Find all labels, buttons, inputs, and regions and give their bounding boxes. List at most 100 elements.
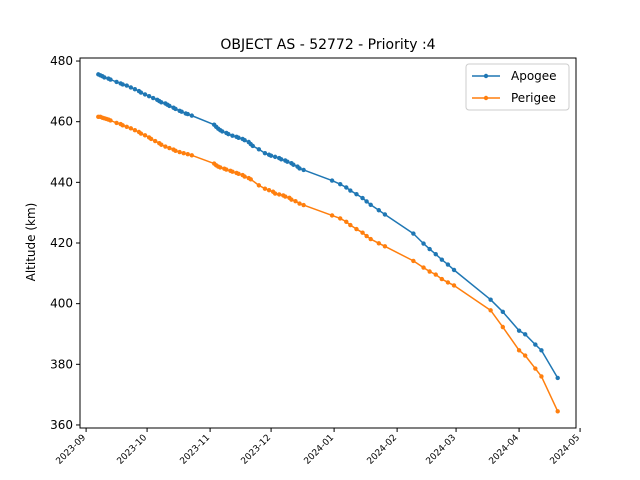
data-point-perigee-32 <box>218 165 223 170</box>
data-point-apogee-16 <box>150 95 156 101</box>
data-point-perigee-7 <box>114 120 119 126</box>
data-point-perigee-21 <box>163 144 168 149</box>
data-point-perigee-52 <box>289 197 294 202</box>
data-point-apogee-76 <box>488 297 493 302</box>
data-point-apogee-26 <box>179 109 184 114</box>
data-point-apogee-24 <box>173 106 178 112</box>
data-point-perigee-18 <box>153 138 158 144</box>
data-point-perigee-54 <box>297 201 302 206</box>
legend-label-apogee: Apogee <box>511 69 557 83</box>
y-tick-label-440: 440 <box>50 175 73 189</box>
data-point-apogee-51 <box>279 157 284 162</box>
data-point-apogee-29 <box>189 113 194 118</box>
data-point-perigee-12 <box>132 127 138 133</box>
data-point-apogee-64 <box>360 195 365 201</box>
data-point-apogee-67 <box>376 208 382 213</box>
data-point-perigee-58 <box>344 219 349 224</box>
y-tick-label-420: 420 <box>50 236 73 250</box>
data-point-apogee-66 <box>368 202 373 207</box>
y-tick-label-380: 380 <box>50 357 73 371</box>
data-point-perigee-15 <box>142 133 148 138</box>
data-point-apogee-22 <box>167 103 172 109</box>
data-point-perigee-47 <box>272 191 278 196</box>
data-point-apogee-15 <box>146 94 152 99</box>
data-point-apogee-55 <box>291 162 296 167</box>
data-point-apogee-69 <box>411 231 416 236</box>
y-tick-label-460: 460 <box>50 115 73 129</box>
data-point-apogee-71 <box>427 246 432 252</box>
data-point-apogee-73 <box>439 257 445 262</box>
data-point-perigee-14 <box>138 131 144 136</box>
data-point-apogee-74 <box>445 262 451 267</box>
data-point-apogee-39 <box>236 135 241 140</box>
data-point-perigee-76 <box>522 353 528 358</box>
data-point-apogee-14 <box>142 92 148 97</box>
data-point-perigee-10 <box>124 124 129 130</box>
data-point-perigee-73 <box>488 308 493 313</box>
data-point-apogee-62 <box>348 188 353 193</box>
data-point-perigee-6 <box>108 118 113 123</box>
data-point-perigee-53 <box>293 198 298 204</box>
data-point-perigee-42 <box>248 177 253 182</box>
data-point-apogee-72 <box>433 252 438 257</box>
data-point-perigee-44 <box>262 186 268 191</box>
data-point-apogee-45 <box>256 147 262 152</box>
data-point-apogee-49 <box>272 154 278 160</box>
legend-marker-perigee <box>483 95 489 101</box>
data-point-apogee-79 <box>522 332 528 337</box>
data-point-apogee-77 <box>500 309 506 315</box>
chart-title: OBJECT AS - 52772 - Priority :4 <box>220 37 435 53</box>
data-point-perigee-63 <box>368 236 373 242</box>
data-point-perigee-55 <box>301 202 306 208</box>
data-point-perigee-66 <box>411 258 416 264</box>
data-point-perigee-9 <box>120 123 125 128</box>
legend: Apogee Perigee <box>465 63 570 111</box>
data-point-perigee-26 <box>181 151 186 156</box>
data-point-apogee-60 <box>338 181 343 187</box>
data-point-apogee-9 <box>124 83 129 88</box>
data-point-apogee-61 <box>344 185 349 190</box>
data-point-apogee-3 <box>102 75 107 80</box>
data-point-apogee-10 <box>128 85 134 90</box>
data-point-apogee-59 <box>329 178 335 183</box>
data-point-apogee-68 <box>382 212 388 217</box>
data-point-apogee-5 <box>108 77 113 82</box>
data-point-perigee-28 <box>189 153 194 158</box>
data-point-perigee-45 <box>266 188 272 193</box>
data-point-perigee-74 <box>500 324 506 330</box>
data-point-perigee-71 <box>445 280 451 285</box>
data-point-apogee-13 <box>138 90 144 95</box>
data-point-perigee-69 <box>433 272 438 277</box>
data-point-perigee-36 <box>230 169 235 174</box>
data-point-perigee-22 <box>167 145 172 151</box>
y-axis-label: Altitude (km) <box>24 203 38 282</box>
data-point-apogee-58 <box>301 167 306 173</box>
data-point-apogee-53 <box>285 159 290 164</box>
legend-marker-apogee <box>483 73 489 79</box>
data-point-perigee-62 <box>364 233 369 239</box>
data-point-perigee-68 <box>427 269 432 274</box>
data-point-apogee-6 <box>114 79 119 85</box>
data-point-apogee-8 <box>120 82 125 87</box>
data-point-perigee-60 <box>354 226 359 232</box>
data-point-perigee-25 <box>177 149 182 155</box>
data-point-apogee-11 <box>132 87 138 92</box>
data-point-apogee-81 <box>539 348 544 353</box>
data-point-perigee-20 <box>159 142 164 147</box>
data-point-perigee-50 <box>283 194 288 199</box>
data-point-apogee-41 <box>242 137 247 143</box>
data-point-perigee-56 <box>329 213 335 218</box>
data-point-apogee-70 <box>421 241 426 246</box>
data-point-apogee-80 <box>533 342 538 347</box>
data-point-perigee-77 <box>533 366 538 371</box>
data-point-perigee-38 <box>236 171 241 177</box>
data-point-perigee-75 <box>516 348 522 353</box>
data-point-apogee-63 <box>354 191 359 197</box>
data-point-perigee-64 <box>376 241 382 246</box>
y-tick-label-400: 400 <box>50 297 73 311</box>
data-point-perigee-78 <box>539 374 544 379</box>
data-point-apogee-44 <box>250 143 255 149</box>
data-point-apogee-19 <box>159 100 164 105</box>
data-point-perigee-24 <box>173 148 178 153</box>
data-point-apogee-82 <box>555 375 560 381</box>
